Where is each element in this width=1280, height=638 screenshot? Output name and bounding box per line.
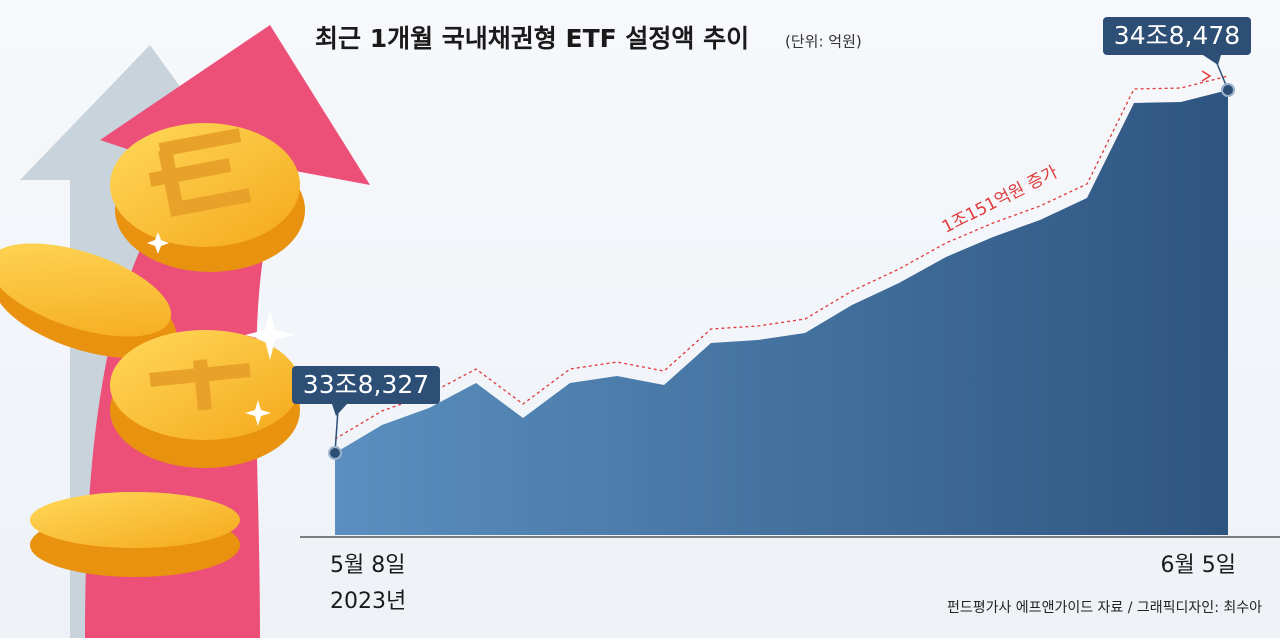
trend-arrow	[1201, 70, 1212, 82]
year-label: 2023년	[330, 589, 406, 614]
callout-box	[292, 366, 440, 404]
x-tick-label: 6월 5일	[1161, 553, 1236, 578]
end-point	[1221, 83, 1235, 97]
chart-title: 최근 1개월 국내채권형 ETF 설정액 추이	[315, 24, 749, 53]
source: 펀드평가사 에프앤가이드 자료 / 그래픽디자인: 최수아	[947, 600, 1262, 616]
chart-subtitle: (단위: 억원)	[785, 33, 862, 51]
illustration	[0, 25, 370, 638]
value-callout: 33조8,327	[292, 365, 440, 454]
trend-line	[334, 75, 1229, 440]
area	[335, 90, 1228, 535]
end-point	[328, 446, 342, 460]
callout-pointer	[332, 404, 347, 416]
value-label: 34조8,478	[1114, 21, 1240, 50]
callout-box	[1103, 17, 1251, 55]
x-tick-label: 5월 8일	[330, 553, 405, 578]
value-label: 33조8,327	[303, 370, 429, 399]
value-callout: 34조8,478	[1103, 17, 1251, 91]
callout-pointer	[1203, 55, 1221, 65]
